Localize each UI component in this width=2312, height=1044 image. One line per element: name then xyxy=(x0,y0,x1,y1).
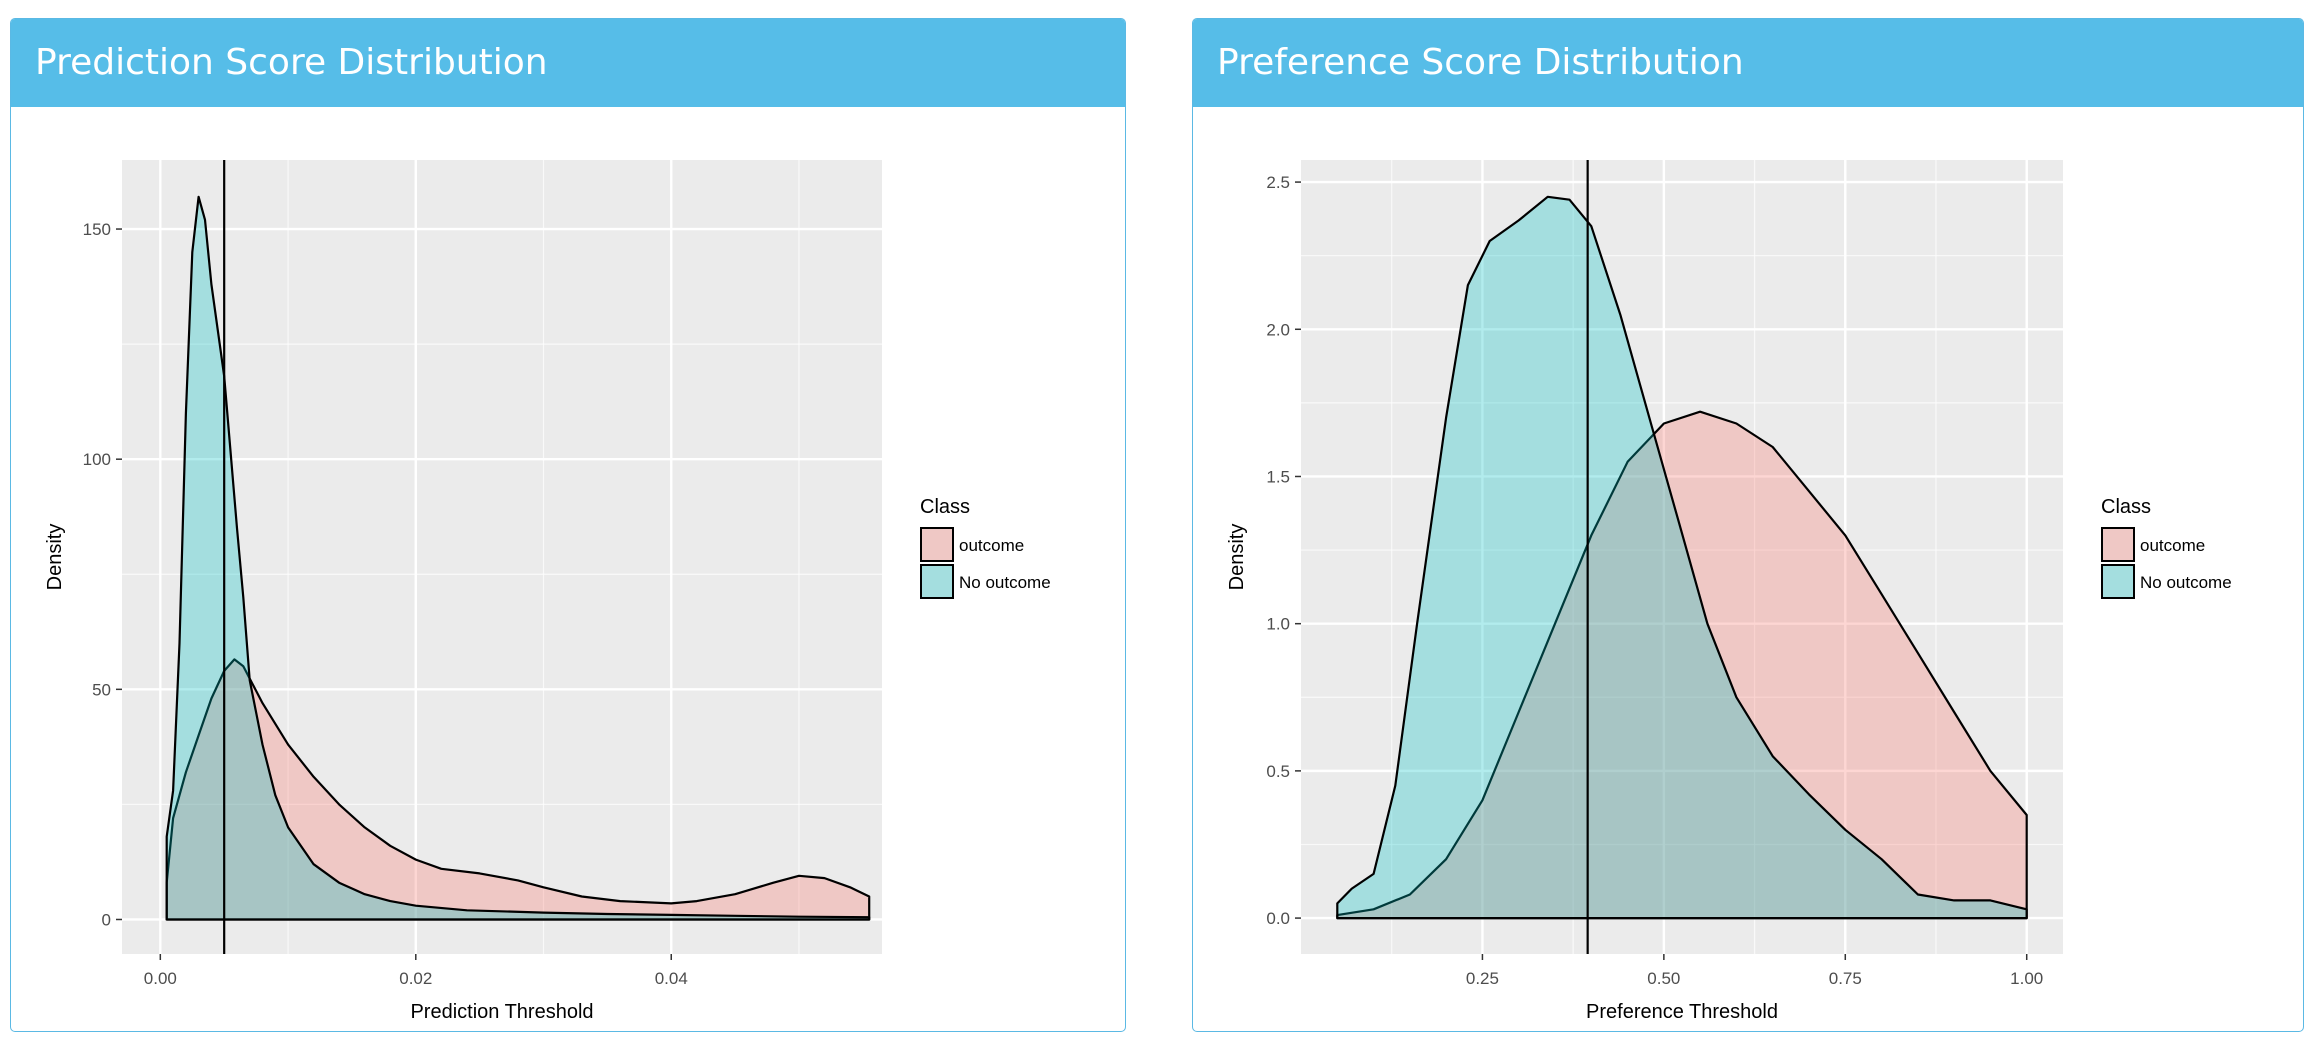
density-area-no-outcome xyxy=(165,195,871,921)
y-axis-title: Density xyxy=(44,524,66,591)
x-axis-title: Prediction Threshold xyxy=(410,1001,593,1023)
y-tick-label: 2.0 xyxy=(1266,320,1290,339)
y-tick-label: 1.5 xyxy=(1266,467,1290,486)
x-axis-title: Preference Threshold xyxy=(1586,1001,1778,1023)
legend-key-background xyxy=(2101,564,2135,599)
legend-label: outcome xyxy=(959,536,1024,555)
x-tick-label: 0.50 xyxy=(1647,969,1680,988)
legend-key-no-outcome xyxy=(920,564,954,599)
preference-panel-title: Preference Score Distribution xyxy=(1193,19,2303,107)
x-tick-label: 0.00 xyxy=(144,969,177,988)
legend-label: outcome xyxy=(2140,536,2205,555)
plot-background xyxy=(122,160,882,954)
density-area-no-outcome xyxy=(1336,195,2028,920)
y-tick-label: 50 xyxy=(92,680,111,699)
y-tick-label: 150 xyxy=(83,220,111,239)
density-area-outcome xyxy=(1336,410,2028,920)
y-tick-label: 0.0 xyxy=(1266,909,1290,928)
prediction-score-panel: Prediction Score Distribution 0.00 0.02 0.… xyxy=(10,18,1126,1032)
x-tick-label: 0.04 xyxy=(655,969,688,988)
legend-key-background xyxy=(920,527,954,562)
legend-label: No outcome xyxy=(2140,573,2232,592)
y-tick-label: 0 xyxy=(102,910,111,929)
legend-title: Class xyxy=(920,496,970,518)
preference-score-panel: Preference Score Distribution 0.25 0.50 0.… xyxy=(1192,18,2304,1032)
y-tick-label: 0.5 xyxy=(1266,762,1290,781)
x-tick-label: 1.00 xyxy=(2010,969,2043,988)
density-area-outcome xyxy=(165,658,871,921)
legend-key-no-outcome xyxy=(2101,564,2135,599)
legend-key-background xyxy=(2101,527,2135,562)
legend-key-outcome xyxy=(920,527,954,562)
prediction-density-chart: 0.00 0.02 0.04 0 50 100 150 Prediction Threshol… xyxy=(44,160,1051,1023)
y-tick-label: 100 xyxy=(83,450,111,469)
y-axis-title: Density xyxy=(1226,524,1248,591)
y-tick-label: 1.0 xyxy=(1266,615,1290,634)
legend-label: No outcome xyxy=(959,573,1051,592)
x-tick-label: 0.25 xyxy=(1466,969,1499,988)
x-tick-label: 0.75 xyxy=(1829,969,1862,988)
prediction-panel-title: Prediction Score Distribution xyxy=(11,19,1125,107)
x-tick-label: 0.02 xyxy=(399,969,432,988)
y-tick-label: 2.5 xyxy=(1266,173,1290,192)
legend-title: Class xyxy=(2101,496,2151,518)
preference-density-chart: 0.25 0.50 0.75 1.00 0.0 0.5 1.0 1.5 2.0 2.5 Prefer… xyxy=(1226,160,2232,1023)
legend-key-outcome xyxy=(2101,527,2135,562)
legend-key-background xyxy=(920,564,954,599)
